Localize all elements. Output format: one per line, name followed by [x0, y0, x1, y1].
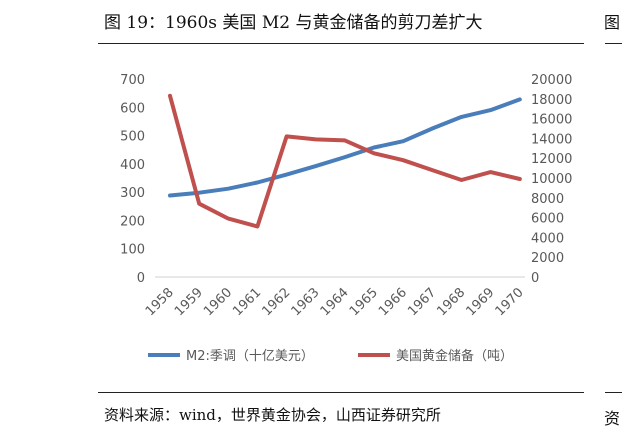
x-tick-label: 1970 — [493, 285, 527, 319]
y-left-tick-label: 0 — [137, 271, 145, 286]
y-right-tick-label: 20000 — [531, 73, 572, 88]
x-tick-label: 1966 — [376, 285, 410, 319]
x-tick-label: 1967 — [405, 285, 439, 319]
y-left-tick-label: 300 — [120, 186, 145, 201]
x-tick-label: 1958 — [143, 285, 177, 319]
figure-title: 图 19：1960s 美国 M2 与黄金储备的剪刀差扩大 — [104, 13, 483, 33]
y-right-tick-label: 12000 — [531, 152, 572, 167]
x-tick-label: 1965 — [347, 285, 381, 319]
y-left-tick-label: 200 — [120, 214, 145, 229]
x-tick-label: 1963 — [289, 285, 323, 319]
legend-label: 美国黄金储备（吨） — [396, 348, 513, 364]
x-tick-label: 1964 — [318, 285, 352, 319]
y-left-tick-label: 700 — [120, 73, 145, 88]
x-tick-label: 1968 — [434, 285, 468, 319]
y-right-tick-label: 4000 — [531, 231, 564, 246]
source-rule — [98, 392, 584, 393]
y-left-tick-label: 500 — [120, 130, 145, 145]
series-line-gold-reserve — [168, 93, 522, 229]
y-right-tick-label: 0 — [531, 271, 539, 286]
series-line-m2 — [168, 97, 522, 198]
legend-label: M2:季调（十亿美元） — [186, 349, 314, 364]
next-source-fragment: 资 — [603, 409, 620, 428]
source-rule-right — [605, 392, 622, 393]
y-right-tick-label: 10000 — [531, 172, 572, 187]
x-tick-label: 1969 — [463, 285, 497, 319]
x-tick-label: 1959 — [172, 285, 206, 319]
x-tick-label: 1962 — [259, 285, 293, 319]
y-right-tick-label: 18000 — [531, 93, 572, 108]
next-figure-title-fragment: 图 — [603, 13, 620, 32]
x-tick-label: 1960 — [201, 285, 235, 319]
title-rule — [98, 43, 584, 44]
y-left-tick-label: 600 — [120, 101, 145, 116]
title-rule-right — [605, 43, 622, 44]
y-right-tick-label: 2000 — [531, 251, 564, 266]
y-left-tick-label: 400 — [120, 158, 145, 173]
y-left-tick-label: 100 — [120, 243, 145, 258]
y-right-tick-label: 6000 — [531, 212, 564, 227]
y-right-tick-label: 8000 — [531, 192, 564, 207]
y-right-tick-label: 16000 — [531, 113, 572, 128]
y-right-tick-label: 14000 — [531, 132, 572, 147]
x-tick-label: 1961 — [230, 285, 264, 319]
source-note: 资料来源：wind，世界黄金协会，山西证券研究所 — [104, 406, 441, 424]
